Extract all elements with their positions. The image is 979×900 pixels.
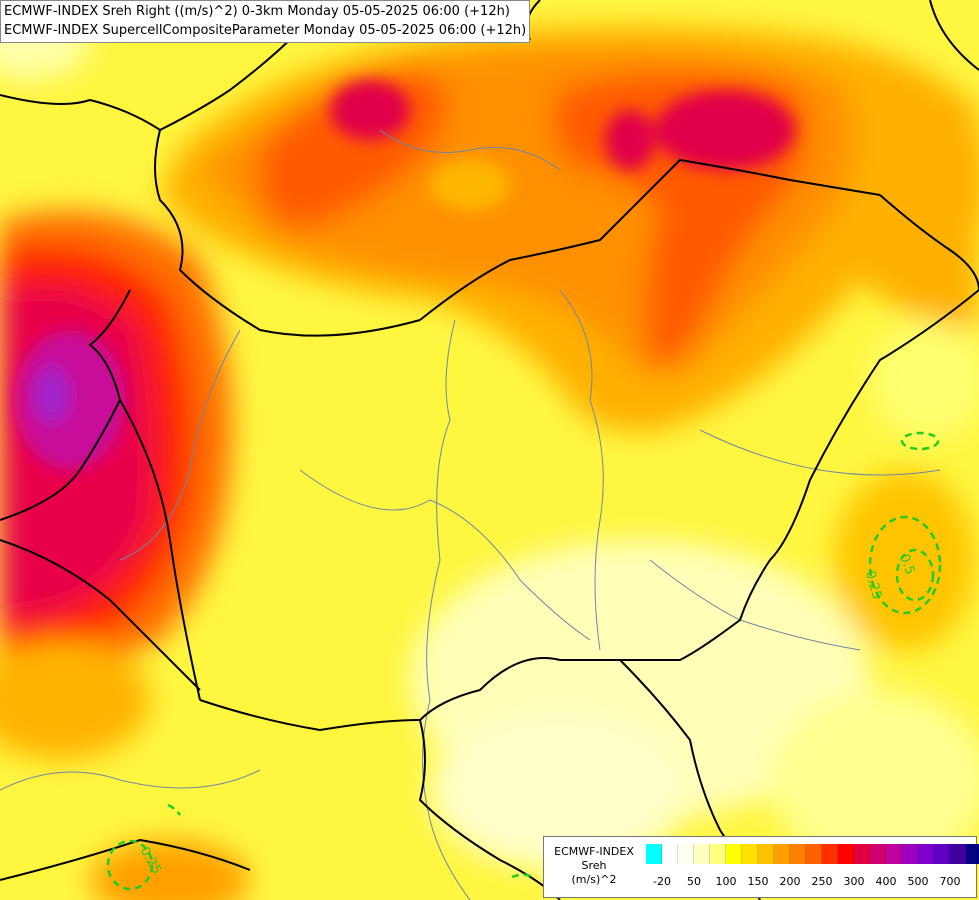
- legend-swatch: [742, 844, 758, 864]
- legend-swatch: [902, 844, 918, 864]
- scp-contour-labels: 0.5 0.25 0.25: [137, 552, 918, 877]
- legend-unit: (m/s)^2: [571, 873, 617, 886]
- legend-ticks: -20 50 100 150 200 250 300 400 500 700: [646, 875, 972, 889]
- legend-color-scale: [646, 844, 979, 864]
- contour-label: 0.25: [862, 569, 884, 601]
- legend-swatch: [918, 844, 934, 864]
- legend-swatch: [806, 844, 822, 864]
- map-title: ECMWF-INDEX Sreh Right ((m/s)^2) 0-3km M…: [0, 0, 531, 43]
- legend-swatch: [694, 844, 710, 864]
- legend-swatch: [822, 844, 838, 864]
- legend-swatch: [790, 844, 806, 864]
- contour-label: 0.5: [896, 552, 917, 577]
- legend-variable: Sreh: [581, 859, 607, 872]
- legend-tick-label: 300: [843, 875, 865, 888]
- legend-model: ECMWF-INDEX: [554, 845, 634, 858]
- legend-swatch: [966, 844, 979, 864]
- legend-tick-label: 200: [779, 875, 801, 888]
- legend-swatch: [758, 844, 774, 864]
- legend-tick-label: 150: [747, 875, 769, 888]
- legend-swatch: [870, 844, 886, 864]
- legend-tick-label: 100: [715, 875, 737, 888]
- legend-swatch: [934, 844, 950, 864]
- legend-tick-label: 50: [687, 875, 701, 888]
- legend-swatch: [710, 844, 726, 864]
- legend-swatch: [838, 844, 854, 864]
- legend-tick-label: -20: [653, 875, 671, 888]
- legend-tick-label: 400: [875, 875, 897, 888]
- legend-tick-label: 500: [907, 875, 929, 888]
- legend-swatch: [726, 844, 742, 864]
- legend-swatch: [950, 844, 966, 864]
- legend-swatch: [854, 844, 870, 864]
- title-line-sreh: ECMWF-INDEX Sreh Right ((m/s)^2) 0-3km M…: [4, 4, 510, 19]
- legend-tick-label: 700: [939, 875, 961, 888]
- scp-contours: [106, 431, 942, 891]
- title-line-scp: ECMWF-INDEX SupercellCompositeParameter …: [4, 23, 527, 38]
- legend-tick-label: 250: [811, 875, 833, 888]
- legend-swatch: [678, 844, 694, 864]
- legend-swatch: [662, 844, 678, 864]
- legend-swatch: [646, 844, 662, 864]
- color-legend: ECMWF-INDEX Sreh (m/s)^2 -20 50 100 150 200 2…: [543, 836, 979, 898]
- legend-label: ECMWF-INDEX Sreh (m/s)^2: [544, 845, 644, 887]
- legend-swatch: [774, 844, 790, 864]
- legend-swatch: [886, 844, 902, 864]
